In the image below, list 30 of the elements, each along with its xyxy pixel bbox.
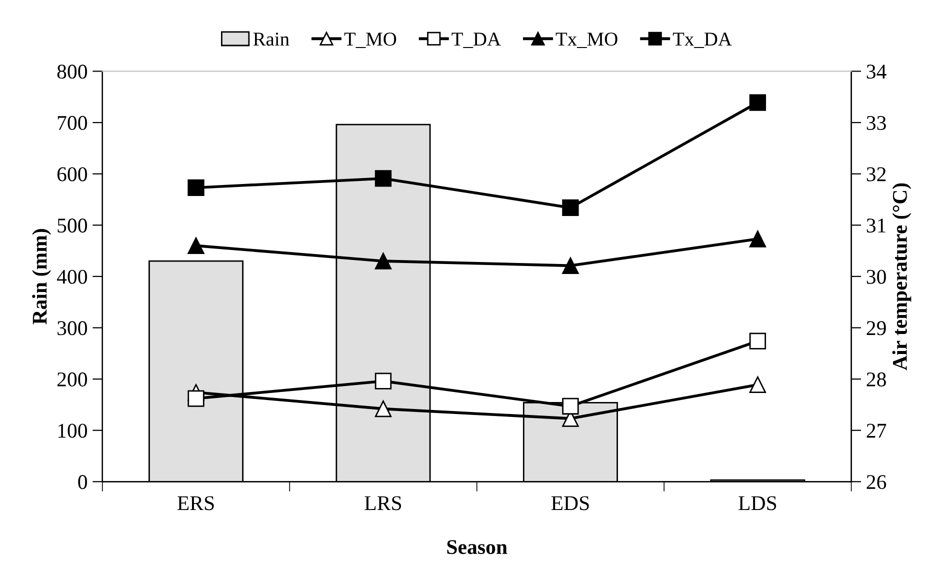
y2-tick-label: 32: [866, 167, 886, 182]
y2-tick-label: 34: [866, 64, 886, 79]
x-tick-label: LDS: [738, 496, 776, 510]
y2-tick-label: 33: [866, 116, 886, 130]
legend-label: T_DA: [452, 32, 501, 48]
x-tick-label: ERS: [177, 496, 214, 510]
y-tick-label: 500: [58, 218, 88, 233]
x-axis-title: Season: [447, 540, 508, 554]
legend-label: Tx_MO: [556, 32, 618, 48]
y-tick-label: 800: [57, 64, 88, 79]
legend-label: T_MO: [344, 32, 396, 48]
y-tick-label: 200: [57, 372, 88, 386]
legend-label: Rain: [253, 32, 290, 46]
legend-label: Tx_DA: [672, 32, 732, 48]
y-tick-label: 300: [58, 321, 88, 336]
y2-tick-label: 26: [866, 475, 886, 490]
y2-tick-label: 29: [866, 321, 886, 336]
y2-axis-title: Air temperature (°C): [892, 183, 912, 370]
y2-tick-label: 27: [866, 424, 886, 438]
y-tick-label: 0: [78, 475, 88, 490]
x-tick-label: LRS: [364, 496, 402, 510]
y-axis-title: Rain (mm): [32, 229, 51, 324]
x-tick-label: EDS: [551, 496, 589, 510]
y2-tick-label: 31: [866, 218, 886, 233]
y2-tick-label: 30: [866, 270, 886, 284]
y2-tick-label: 28: [866, 372, 886, 386]
y-tick-label: 600: [57, 167, 88, 182]
y-tick-label: 700: [58, 116, 88, 130]
y-tick-label: 400: [56, 270, 88, 284]
y-tick-label: 100: [58, 424, 88, 438]
